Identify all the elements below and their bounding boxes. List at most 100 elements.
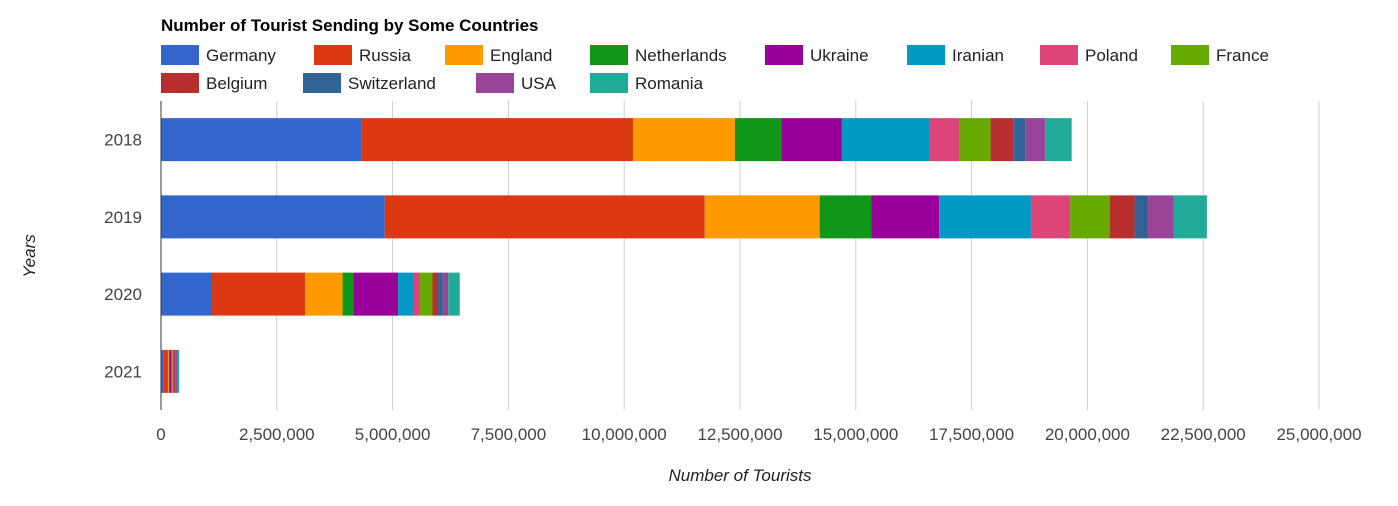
x-tick-label: 5,000,000 (355, 425, 431, 444)
legend-swatch (161, 45, 199, 65)
bar-2019-netherlands[interactable] (819, 195, 872, 239)
legend-item-germany[interactable]: Germany (161, 45, 276, 65)
bar-2018-switzerland[interactable] (1013, 118, 1026, 162)
bar-2020-russia[interactable] (211, 272, 306, 316)
bar-2019-iranian[interactable] (939, 195, 1031, 239)
bar-2020-belgium[interactable] (432, 272, 438, 316)
x-tick-label: 25,000,000 (1276, 425, 1361, 444)
legend-item-france[interactable]: France (1171, 45, 1269, 65)
bar-2020-poland[interactable] (412, 272, 420, 316)
bar-2019-france[interactable] (1070, 195, 1110, 239)
y-tick-label: 2020 (104, 285, 142, 304)
legend-label: Germany (206, 46, 276, 65)
legend-item-iranian[interactable]: Iranian (907, 45, 1004, 65)
legend-item-usa[interactable]: USA (476, 73, 557, 93)
x-axis-ticks: 0 2,500,000 5,000,000 7,500,000 10,000,000 12… (156, 425, 1361, 444)
bar-2018-belgium[interactable] (990, 118, 1014, 162)
chart-title: Number of Tourist Sending by Some Countr… (161, 16, 539, 35)
legend-swatch (590, 73, 628, 93)
legend-item-poland[interactable]: Poland (1040, 45, 1138, 65)
bar-2020-switzerland[interactable] (437, 272, 443, 316)
x-tick-label: 15,000,000 (813, 425, 898, 444)
legend-label: Netherlands (635, 46, 727, 65)
x-tick-label: 7,500,000 (471, 425, 547, 444)
legend-swatch (314, 45, 352, 65)
y-axis-title: Years (20, 234, 39, 278)
bar-2019-belgium[interactable] (1109, 195, 1135, 239)
bar-2020-usa[interactable] (442, 272, 449, 316)
bar-2021-switzerland[interactable] (174, 349, 176, 393)
x-tick-label: 0 (156, 425, 165, 444)
bar-2019-germany[interactable] (161, 195, 385, 239)
bars (161, 118, 1207, 393)
bar-2020-romania[interactable] (448, 272, 460, 316)
bar-2018-poland[interactable] (929, 118, 960, 162)
y-tick-label: 2018 (104, 131, 142, 150)
x-tick-label: 10,000,000 (582, 425, 667, 444)
y-axis-ticks: 2018 2019 2020 2021 (104, 131, 142, 382)
legend-swatch (161, 73, 199, 93)
legend-item-netherlands[interactable]: Netherlands (590, 45, 727, 65)
bar-2021-germany[interactable] (161, 349, 164, 393)
x-tick-label: 12,500,000 (697, 425, 782, 444)
legend-label: USA (521, 74, 557, 93)
legend-label: Ukraine (810, 46, 869, 65)
x-tick-label: 17,500,000 (929, 425, 1014, 444)
legend-item-ukraine[interactable]: Ukraine (765, 45, 869, 65)
bar-2021-france[interactable] (172, 349, 174, 393)
legend-item-romania[interactable]: Romania (590, 73, 704, 93)
legend-swatch (1171, 45, 1209, 65)
legend-swatch (476, 73, 514, 93)
bar-2018-germany[interactable] (161, 118, 362, 162)
bar-2021-iranian[interactable] (171, 349, 173, 393)
legend-swatch (765, 45, 803, 65)
bar-2021-romania[interactable] (177, 349, 180, 393)
bar-2020-england[interactable] (305, 272, 343, 316)
bar-2019-switzerland[interactable] (1134, 195, 1149, 239)
legend-label: England (490, 46, 552, 65)
bar-2021-england[interactable] (167, 349, 169, 393)
bar-2018-russia[interactable] (361, 118, 634, 162)
bar-2018-netherlands[interactable] (734, 118, 782, 162)
legend-swatch (907, 45, 945, 65)
x-tick-label: 2,500,000 (239, 425, 315, 444)
bar-2020-france[interactable] (419, 272, 433, 316)
bar-2018-romania[interactable] (1045, 118, 1072, 162)
legend-label: Poland (1085, 46, 1138, 65)
bar-2018-england[interactable] (633, 118, 735, 162)
bar-2020-iranian[interactable] (398, 272, 413, 316)
bar-2020-ukraine[interactable] (353, 272, 399, 316)
bar-2021-russia[interactable] (163, 349, 168, 393)
bar-2018-france[interactable] (959, 118, 991, 162)
legend-label: Iranian (952, 46, 1004, 65)
bar-2019-england[interactable] (704, 195, 820, 239)
bar-2018-usa[interactable] (1025, 118, 1046, 162)
bar-2019-romania[interactable] (1173, 195, 1207, 239)
legend-item-belgium[interactable]: Belgium (161, 73, 267, 93)
bar-2019-poland[interactable] (1030, 195, 1071, 239)
y-tick-label: 2021 (104, 362, 142, 381)
legend-label: Switzerland (348, 74, 436, 93)
bar-2021-belgium[interactable] (173, 349, 175, 393)
legend-swatch (1040, 45, 1078, 65)
bar-2019-usa[interactable] (1148, 195, 1174, 239)
legend-item-england[interactable]: England (445, 45, 552, 65)
bar-2021-ukraine[interactable] (169, 349, 172, 393)
bar-2018-iranian[interactable] (841, 118, 930, 162)
legend-label: Romania (635, 74, 704, 93)
legend-swatch (303, 73, 341, 93)
bar-2019-russia[interactable] (384, 195, 705, 239)
bar-2019-ukraine[interactable] (871, 195, 940, 239)
legend-label: Belgium (206, 74, 267, 93)
legend-item-russia[interactable]: Russia (314, 45, 412, 65)
bar-2018-ukraine[interactable] (781, 118, 842, 162)
bar-2020-netherlands[interactable] (342, 272, 354, 316)
x-tick-label: 20,000,000 (1045, 425, 1130, 444)
legend-label: Russia (359, 46, 412, 65)
legend: Germany Russia England Netherlands Ukraine Ir… (161, 45, 1269, 93)
bar-2020-germany[interactable] (161, 272, 212, 316)
legend-item-switzerland[interactable]: Switzerland (303, 73, 436, 93)
bar-2021-usa[interactable] (175, 349, 178, 393)
legend-swatch (590, 45, 628, 65)
